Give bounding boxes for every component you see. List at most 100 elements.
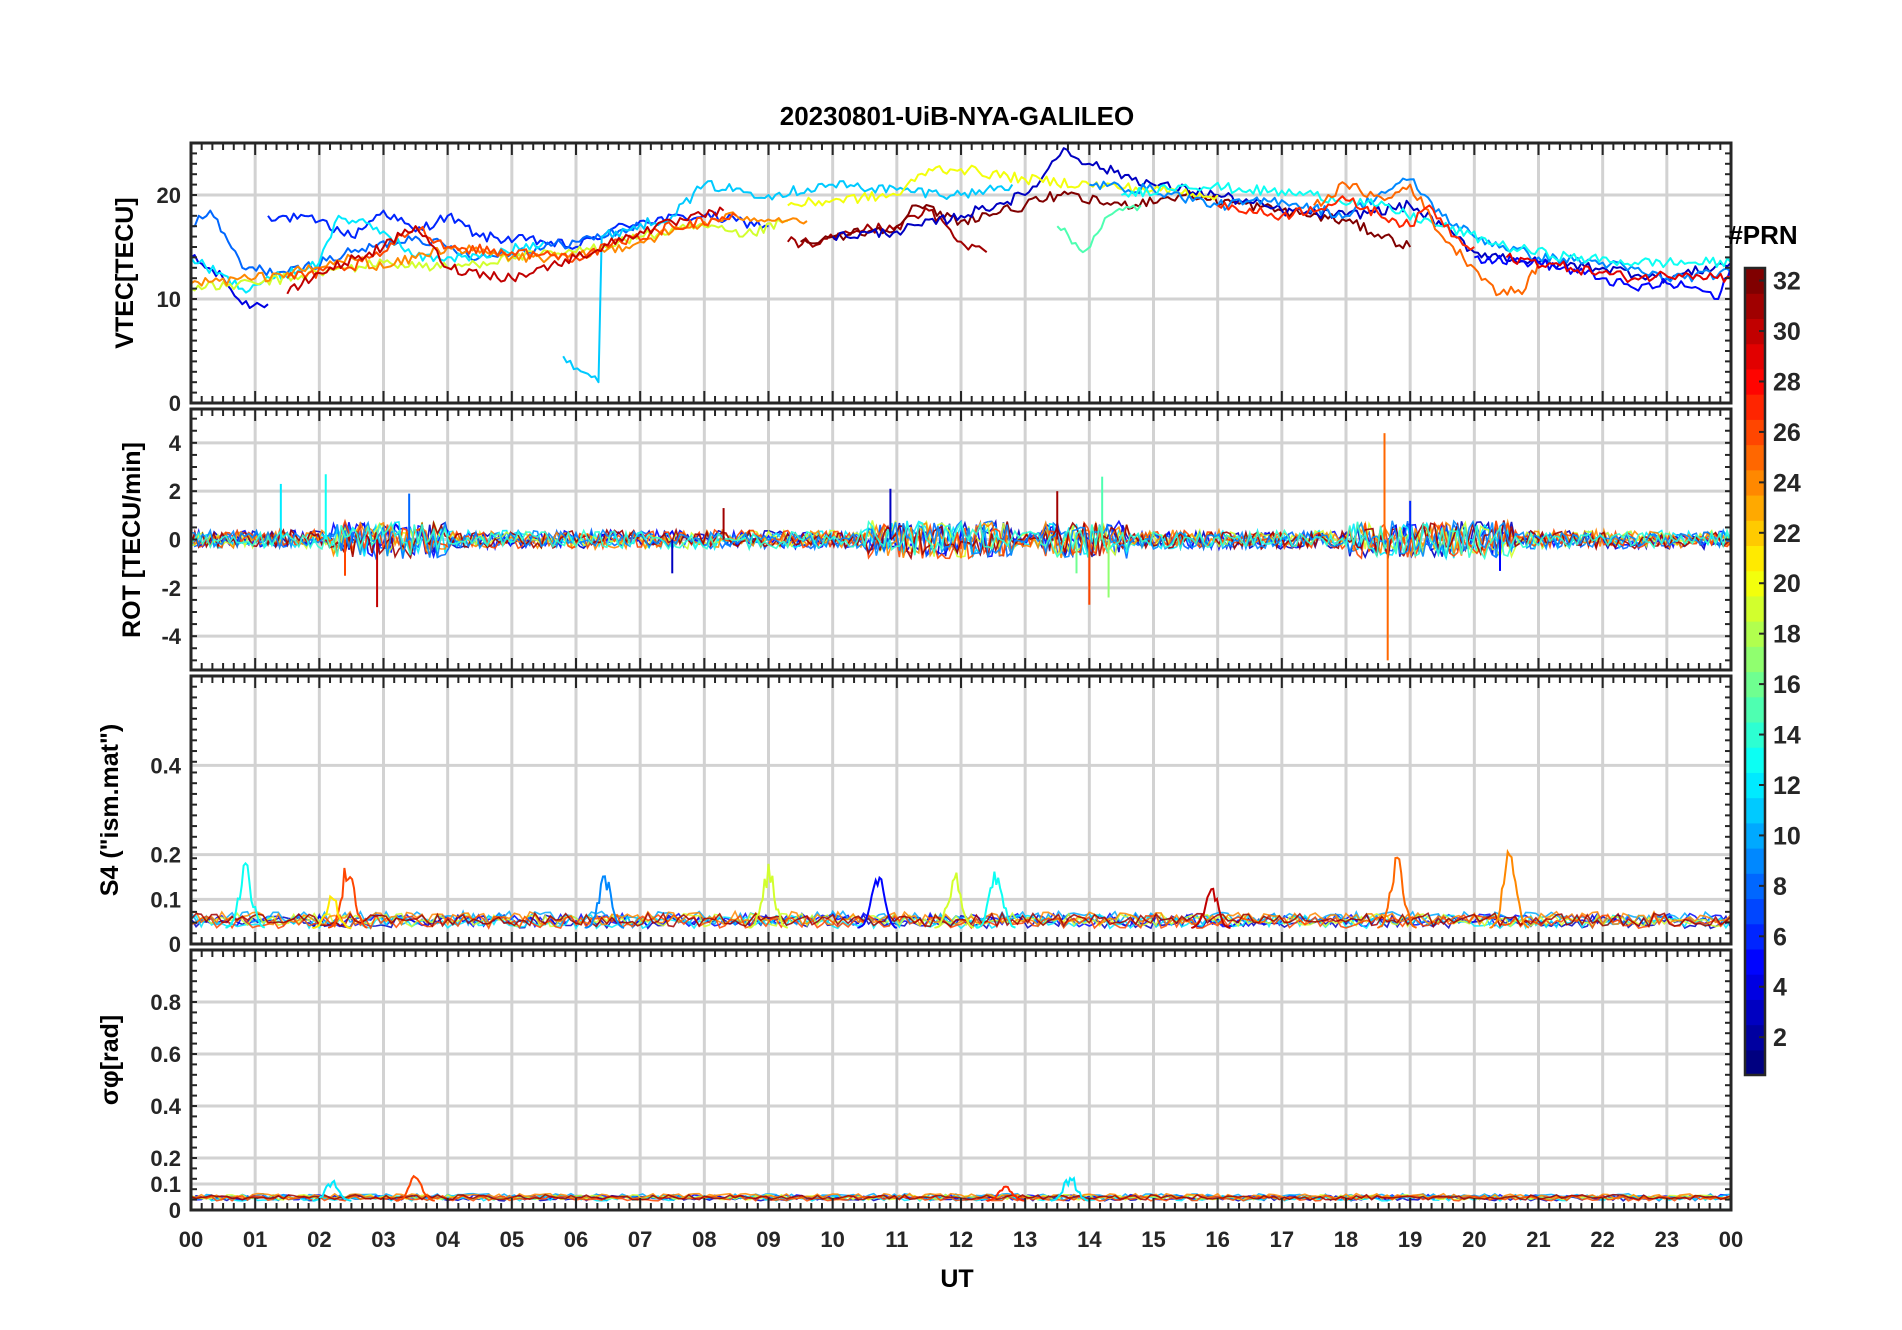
peak-prn-26 [328, 867, 368, 929]
colorbar-tick-label: 28 [1773, 368, 1801, 396]
peak-prn-24 [1489, 848, 1530, 929]
colorbar-band [1745, 772, 1765, 799]
y-tick-label: -2 [161, 576, 181, 601]
colorbar-band [1745, 1024, 1765, 1051]
series-group [190, 433, 1732, 661]
colorbar-tick-label: 12 [1773, 772, 1801, 800]
y-tick-label: 0.1 [150, 887, 181, 912]
colorbar-band [1745, 595, 1765, 622]
axes-frame [189, 674, 1733, 946]
series-group [190, 848, 1732, 931]
x-tick-label: 06 [564, 1227, 588, 1252]
colorbar-band [1745, 999, 1765, 1026]
colorbar-tick-label: 16 [1773, 671, 1801, 699]
x-tick-label: 11 [885, 1227, 908, 1252]
peak-prn-19 [748, 863, 789, 929]
grid [191, 676, 1731, 944]
series-group [190, 147, 1732, 384]
peak-prn-13 [976, 871, 1016, 929]
x-tick-label: 05 [500, 1227, 524, 1252]
series-line-prn-15 [1056, 204, 1142, 254]
y-axis-label: ROT [TECU/min] [118, 442, 146, 638]
y-axis-tick-labels: 00.10.2 0.4 0.6 0.8 [150, 990, 181, 1223]
series-line-prn-4 [190, 254, 269, 309]
x-tick-label: 00 [1719, 1227, 1743, 1252]
colorbar-band [1745, 520, 1765, 547]
colorbar-band [1745, 696, 1765, 723]
x-tick-label: 09 [756, 1227, 780, 1252]
peak-prn-12 [1049, 1176, 1090, 1202]
y-tick-label: 0.2 [150, 1146, 181, 1171]
panel-s4: 0 0.1 0.2 0.4 S4 ("ism.mat") [96, 674, 1733, 957]
x-tick-label: 12 [949, 1227, 973, 1252]
y-tick-label: 0 [169, 932, 181, 957]
x-tick-label: 03 [371, 1227, 395, 1252]
colorbar-tick-label: 24 [1773, 469, 1801, 497]
panel-vtec: 0 10 20 VTEC[TECU] [111, 141, 1733, 416]
x-tick-label: 15 [1141, 1227, 1165, 1252]
peak-prn-27 [985, 1185, 1026, 1202]
x-tick-label: 00 [179, 1227, 203, 1252]
series-line-prn-8 [191, 209, 641, 277]
series-line-prn-5 [1474, 254, 1732, 300]
peak-prn-19 [934, 872, 975, 929]
colorbar-band [1745, 444, 1765, 471]
panel-rot: -4 -2 0 2 4 ROT [TECU/min] [118, 407, 1733, 672]
y-axis-label: σφ[rad] [96, 1015, 124, 1106]
x-tick-label: 10 [820, 1227, 844, 1252]
series-noise-prn-31 [190, 911, 1732, 929]
colorbar-band [1745, 293, 1765, 320]
x-tick-label: 19 [1398, 1227, 1422, 1252]
colorbar-band [1745, 394, 1765, 420]
y-tick-label: 0 [169, 1198, 181, 1223]
colorbar-tick-label: 10 [1773, 822, 1801, 850]
panel-sigma_phi: 00.10.2 0.4 0.6 0.8 σφ[rad] [96, 948, 1733, 1223]
colorbar-band [1745, 797, 1765, 824]
colorbar-tick-label: 14 [1773, 722, 1801, 750]
rot-series-prn-26 [190, 518, 1732, 560]
peak-prn-12 [311, 1179, 352, 1202]
x-tick-label: 18 [1334, 1227, 1358, 1252]
x-tick-label: 01 [243, 1227, 267, 1252]
colorbar-frame [1743, 266, 1767, 1077]
colorbar-band [1745, 419, 1765, 446]
series-line-prn-26 [286, 212, 737, 280]
colorbar-band [1745, 268, 1765, 294]
peak-prn-30 [1191, 887, 1231, 929]
series-line-prn-12 [190, 214, 545, 294]
x-tick-label: 22 [1590, 1227, 1614, 1252]
colorbar-tick-label: 2 [1773, 1024, 1787, 1052]
x-tick-label: 13 [1013, 1227, 1037, 1252]
colorbar-band [1745, 948, 1765, 975]
y-axis-label: S4 ("ism.mat") [96, 724, 124, 896]
colorbar-band [1745, 545, 1765, 572]
colorbar-tick-label: 20 [1773, 570, 1801, 598]
x-axis-label: UT [940, 1265, 973, 1293]
colorbar-tick-label: 6 [1773, 923, 1787, 951]
rot-series-prn-14 [190, 519, 1732, 561]
y-tick-label: 0 [169, 391, 181, 416]
axes-frame [189, 407, 1733, 672]
y-tick-label: 4 [169, 431, 182, 456]
grid [191, 950, 1731, 1210]
axes-frame [189, 141, 1733, 405]
colorbar-band [1745, 343, 1765, 370]
x-tick-label: 16 [1205, 1227, 1229, 1252]
x-tick-label: 02 [307, 1227, 331, 1252]
x-tick-label: 14 [1077, 1227, 1102, 1252]
series-line-prn-30 [286, 206, 725, 295]
colorbar-band [1745, 570, 1765, 597]
x-tick-label: 08 [692, 1227, 716, 1252]
peak-prn-21 [311, 894, 352, 929]
y-tick-label: 2 [169, 479, 181, 504]
y-axis-tick-labels: 0 0.1 0.2 0.4 [150, 753, 181, 957]
y-tick-label: 0 [169, 528, 181, 553]
colorbar-band [1745, 494, 1765, 521]
y-tick-label: -4 [161, 624, 181, 649]
peak-prn-9 [584, 875, 625, 929]
peak-prn-25 [1377, 856, 1417, 929]
x-tick-label: 04 [435, 1227, 460, 1252]
colorbar-band [1745, 671, 1765, 698]
series-line-prn-24 [190, 211, 808, 287]
